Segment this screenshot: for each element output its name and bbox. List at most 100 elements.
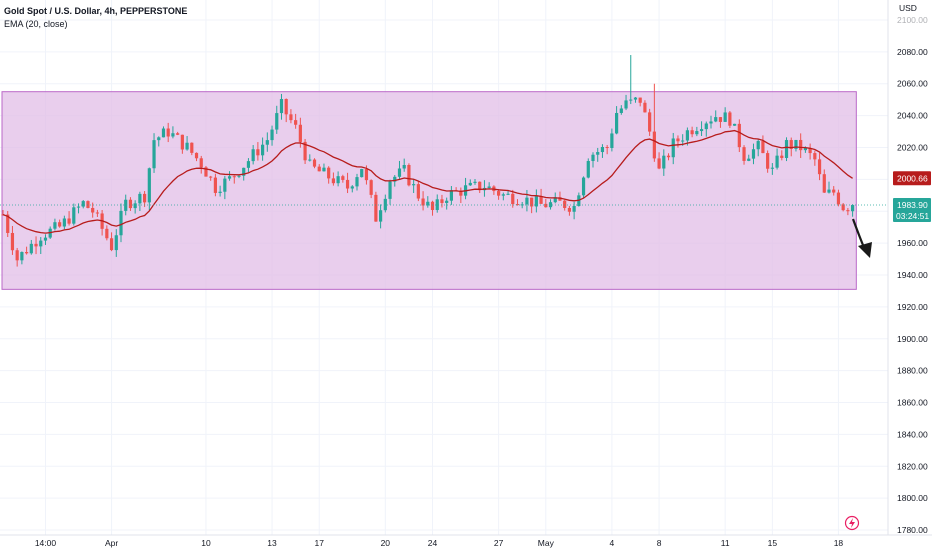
candle[interactable] [138,191,142,211]
candle[interactable] [515,199,520,206]
candle[interactable] [657,152,661,170]
candle[interactable] [10,225,15,255]
candle[interactable] [336,171,340,187]
candle[interactable] [581,176,586,198]
down-arrow-annotation[interactable] [851,218,872,258]
candle[interactable] [789,137,793,157]
candle[interactable] [714,110,718,123]
candle[interactable] [317,164,321,172]
candle[interactable] [345,172,350,194]
candle[interactable] [794,139,798,152]
candle[interactable] [114,229,118,257]
candle[interactable] [832,186,836,196]
candle[interactable] [747,154,751,162]
candle[interactable] [704,121,708,137]
candle[interactable] [199,155,203,174]
candle[interactable] [836,189,841,207]
candle[interactable] [548,199,553,210]
candle[interactable] [53,218,57,231]
candle[interactable] [379,204,383,229]
candle[interactable] [327,166,331,184]
candle[interactable] [633,97,638,103]
candle[interactable] [185,136,189,151]
candle[interactable] [558,191,562,201]
candle[interactable] [383,194,387,213]
candle[interactable] [294,113,298,129]
candle[interactable] [355,173,359,191]
candle[interactable] [109,232,114,252]
candle[interactable] [15,247,19,267]
candle[interactable] [34,236,38,255]
candle[interactable] [412,179,416,193]
candle[interactable] [813,150,817,166]
candle[interactable] [209,175,213,181]
candle[interactable] [501,192,505,201]
candle[interactable] [176,131,180,136]
candle[interactable] [733,123,737,126]
candle[interactable] [737,119,741,153]
candle[interactable] [152,133,156,173]
candle[interactable] [308,154,312,162]
candle[interactable] [652,83,656,162]
candle[interactable] [157,136,161,147]
candle[interactable] [610,128,614,152]
candle[interactable] [619,105,623,115]
candle[interactable] [586,158,590,179]
candle[interactable] [596,147,600,162]
candle[interactable] [808,143,812,160]
candle[interactable] [780,150,784,161]
candle[interactable] [728,110,732,129]
candle[interactable] [822,169,826,193]
candle[interactable] [124,194,128,216]
candle[interactable] [213,173,217,197]
candle[interactable] [671,132,675,165]
candle[interactable] [374,191,378,222]
candle[interactable] [265,132,269,152]
candle[interactable] [525,189,529,212]
candle[interactable] [25,246,29,255]
candle[interactable] [600,144,605,158]
candle[interactable] [718,116,723,128]
candle[interactable] [397,160,402,180]
candle[interactable] [534,189,538,213]
candle[interactable] [194,152,199,162]
candle[interactable] [43,234,48,245]
candle[interactable] [695,126,699,137]
candle[interactable] [407,163,411,187]
candle[interactable] [605,145,609,155]
candle[interactable] [459,187,463,204]
candle[interactable] [166,122,170,143]
candle[interactable] [648,108,652,136]
candle[interactable] [421,191,425,211]
candle[interactable] [256,142,260,161]
candle[interactable] [350,185,354,193]
candle[interactable] [161,126,166,138]
candle[interactable] [468,179,472,186]
candle[interactable] [851,204,855,217]
candle[interactable] [690,126,694,138]
candle[interactable] [312,158,317,169]
candle[interactable] [143,191,147,208]
candle[interactable] [487,182,491,189]
candle[interactable] [39,237,43,255]
candle[interactable] [341,174,345,183]
candle[interactable] [638,97,642,107]
candle[interactable] [591,152,595,168]
candle[interactable] [709,115,713,129]
candle[interactable] [133,200,137,214]
candle[interactable] [58,219,62,228]
candle[interactable] [756,138,760,157]
candle[interactable] [91,202,95,218]
candle[interactable] [416,181,420,202]
candle[interactable] [567,205,571,216]
candle[interactable] [761,135,765,154]
price-axis[interactable]: USD 1780.00 1800.00 1820.00 1840.00 1860.00 18… [887,0,931,535]
candle[interactable] [846,207,850,216]
range-box[interactable] [1,91,857,290]
candle[interactable] [766,150,770,173]
candle[interactable] [827,181,831,194]
candle[interactable] [430,200,435,216]
candle[interactable] [223,175,227,200]
candle[interactable] [615,106,619,135]
